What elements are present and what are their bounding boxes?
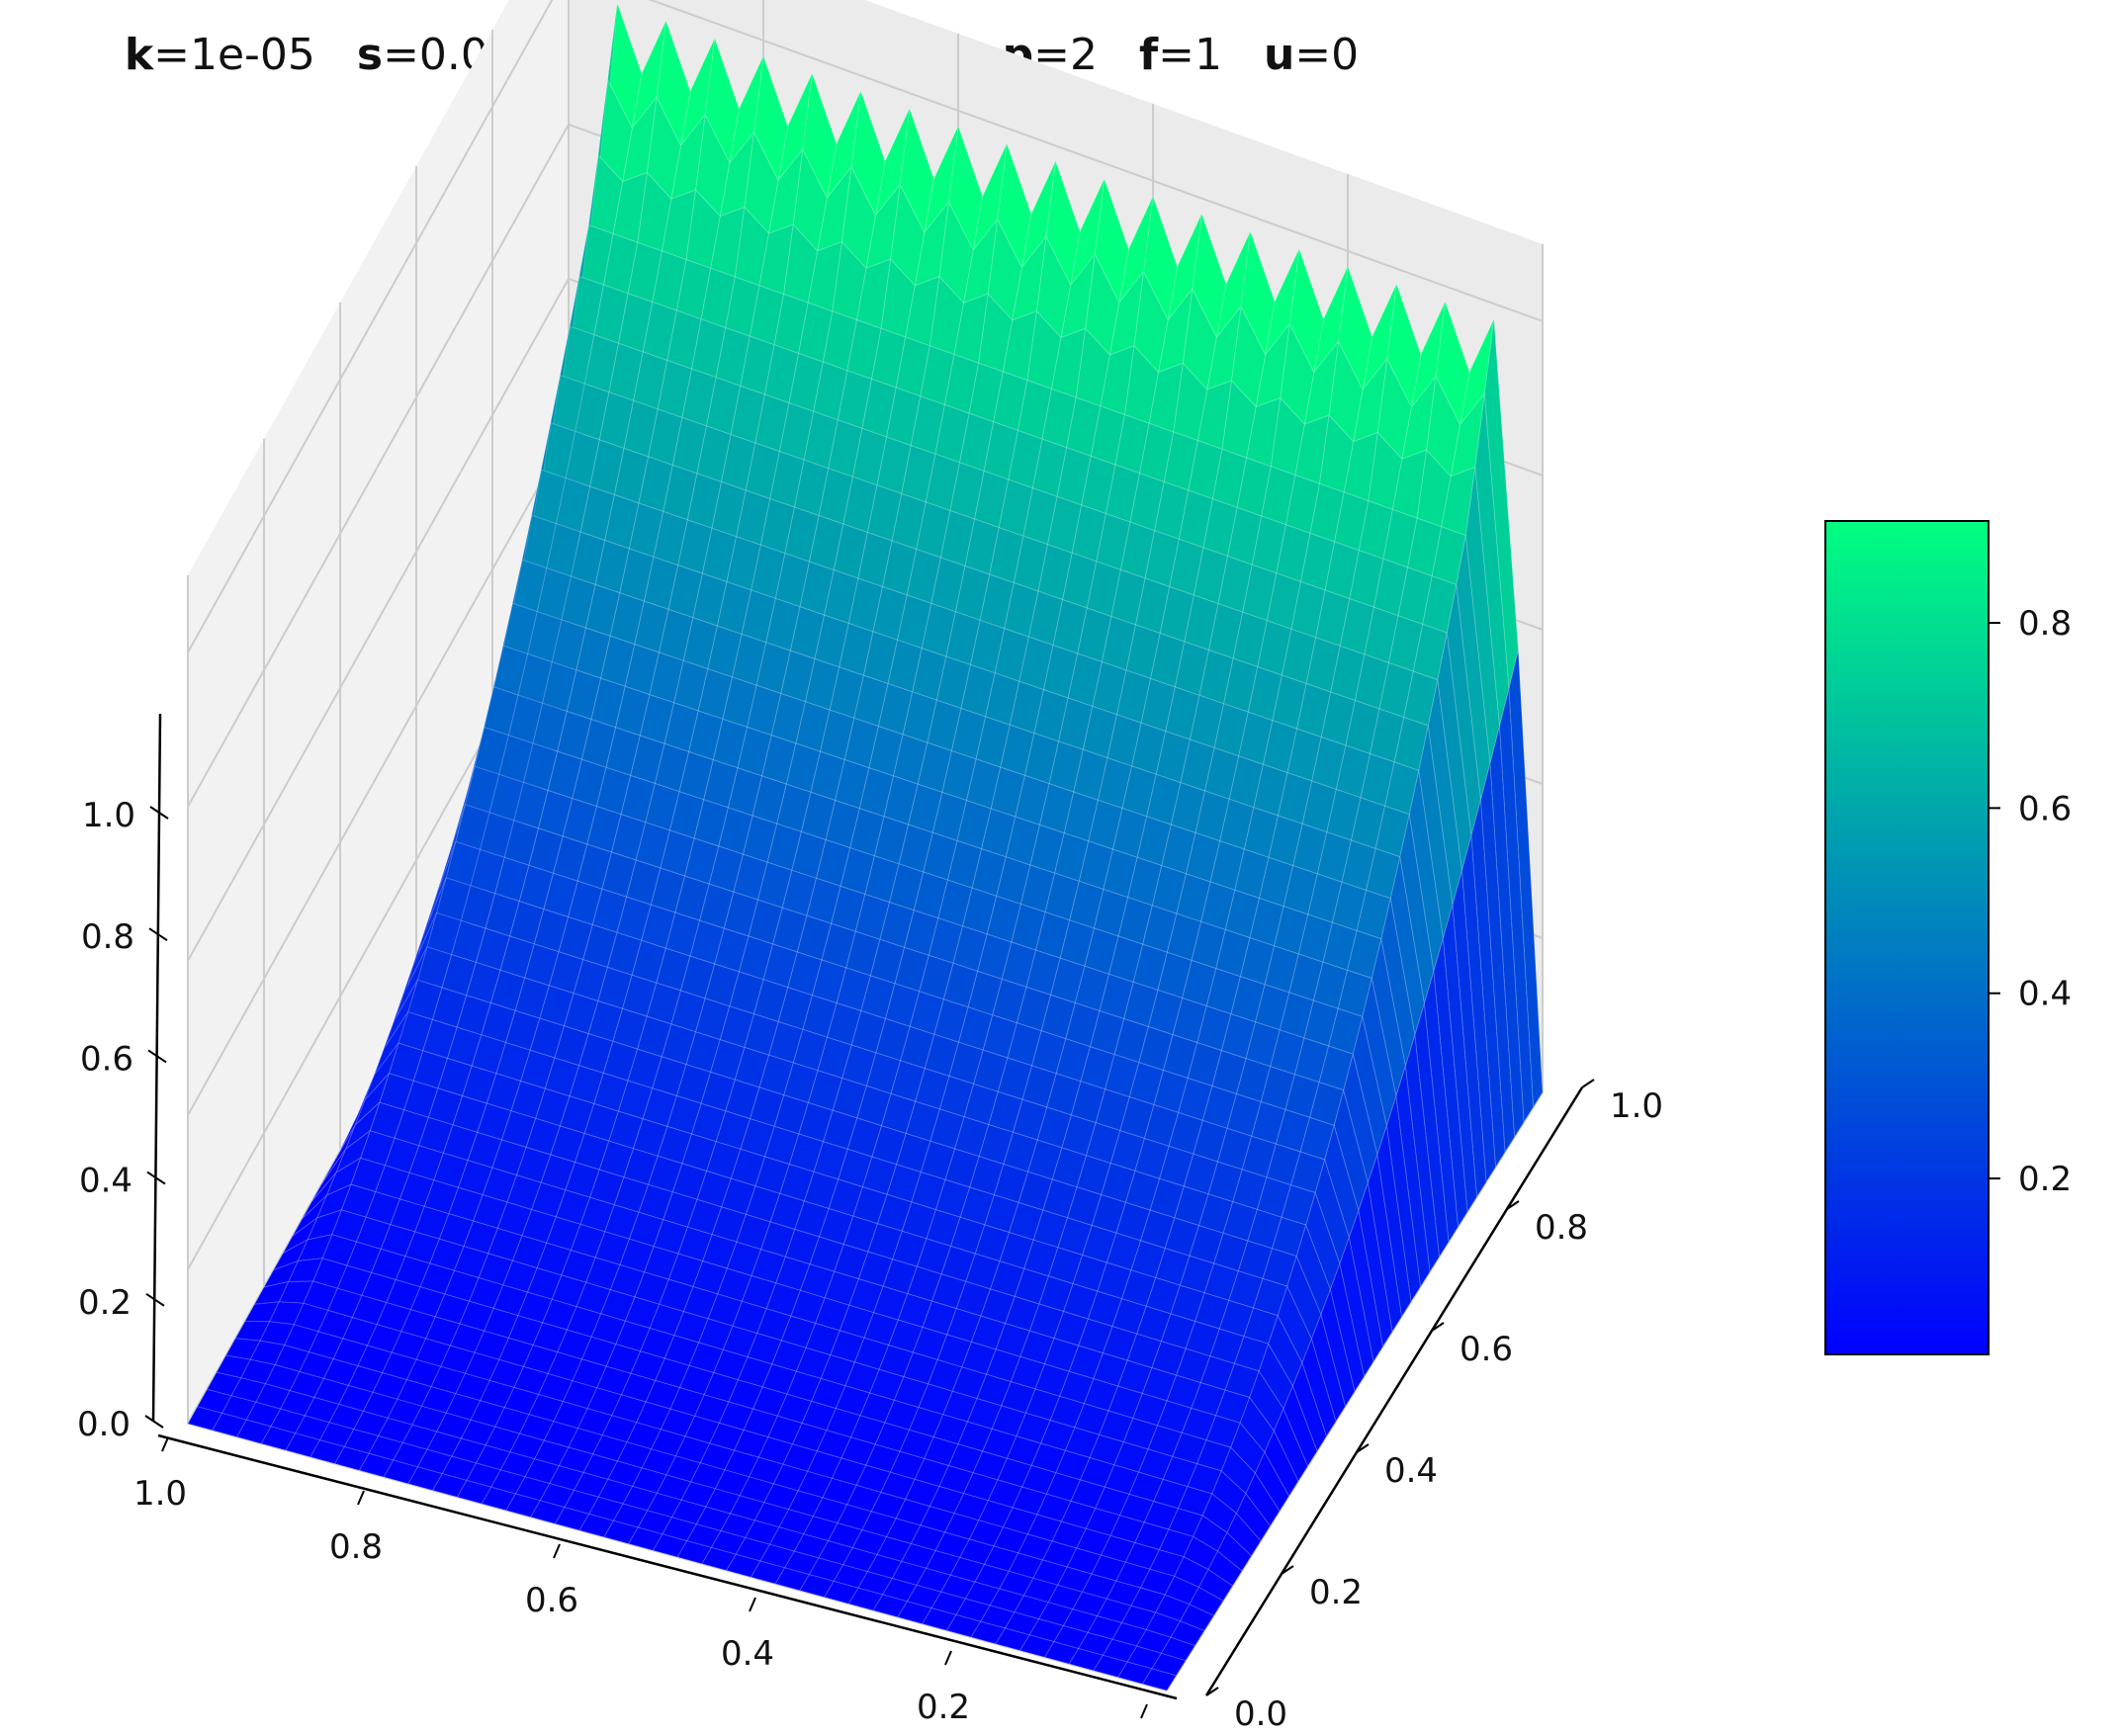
z-tick <box>148 927 168 942</box>
z-tick <box>149 806 169 820</box>
y-tick <box>1281 1565 1294 1575</box>
surface-face <box>243 1301 280 1323</box>
surface-face <box>263 1259 300 1288</box>
x-tick-label: 0.6 <box>525 1581 578 1620</box>
z-tick-label: 0.0 <box>77 1405 131 1444</box>
surface-face <box>196 1388 232 1414</box>
surface-face <box>206 1371 242 1397</box>
x-tick <box>161 1436 169 1452</box>
y-tick <box>1356 1443 1370 1453</box>
z-tick <box>146 1171 166 1185</box>
x-tick <box>1140 1703 1148 1719</box>
colorbar-tick-label: 0.4 <box>2018 975 2072 1014</box>
y-tick-label: 0.2 <box>1309 1573 1363 1612</box>
x-tick <box>553 1543 561 1559</box>
y-tick-label: 0.8 <box>1535 1208 1588 1248</box>
z-axis-line <box>151 713 162 1423</box>
x-tick <box>749 1597 756 1612</box>
axis-lines <box>151 713 1584 1700</box>
y-tick <box>1431 1322 1445 1332</box>
surface-plot <box>187 3 1544 1692</box>
y-axis-line <box>1204 1086 1584 1696</box>
title-param-u: u=0 <box>1263 30 1360 80</box>
surface-face <box>234 1320 271 1342</box>
x-tick-label: 0.2 <box>917 1688 970 1727</box>
z-tick <box>147 1049 167 1064</box>
surface-face <box>302 1172 337 1220</box>
x-axis-line <box>157 1433 1178 1700</box>
x-tick-label: 0.4 <box>721 1634 774 1674</box>
z-tick-label: 0.4 <box>79 1162 133 1201</box>
x-tick <box>357 1490 365 1506</box>
y-tick-label: 0.4 <box>1384 1451 1438 1491</box>
axis-ticks: 0.00.20.40.60.81.00.00.20.40.60.81.00.00… <box>77 796 1663 1734</box>
z-tick <box>144 1415 164 1429</box>
x-tick-label: 0.8 <box>329 1527 383 1567</box>
colorbar-tick-label: 0.8 <box>2018 604 2072 644</box>
x-tick <box>944 1650 952 1666</box>
title-param-f: f=1 <box>1138 30 1264 80</box>
x-tick-label: 1.0 <box>133 1474 187 1514</box>
y-tick <box>1205 1687 1219 1696</box>
y-tick-label: 0.6 <box>1460 1330 1513 1369</box>
z-tick-label: 0.6 <box>80 1039 133 1079</box>
surface-face <box>216 1354 251 1379</box>
colorbar-tick-label: 0.6 <box>2018 789 2072 828</box>
z-tick-label: 0.8 <box>81 917 134 957</box>
z-tick-label: 1.0 <box>82 796 135 835</box>
surface-face <box>187 1406 223 1432</box>
left-pane <box>188 0 569 1424</box>
y-tick <box>1581 1079 1595 1088</box>
colorbar: 0.2 0.4 0.6 0.8 <box>1824 520 2072 1355</box>
colorbar-tick-label: 0.2 <box>2018 1160 2072 1199</box>
colorbar-gradient <box>1824 520 1990 1355</box>
z-gridline <box>187 0 1544 653</box>
y-tick <box>1506 1200 1520 1210</box>
surface-face <box>253 1280 290 1305</box>
y-tick-label: 0.0 <box>1234 1694 1287 1734</box>
z-tick <box>145 1292 165 1307</box>
title-param-k: k=1e-05 <box>124 30 357 80</box>
y-tick-label: 1.0 <box>1610 1086 1663 1126</box>
z-tick-label: 0.2 <box>78 1283 132 1323</box>
